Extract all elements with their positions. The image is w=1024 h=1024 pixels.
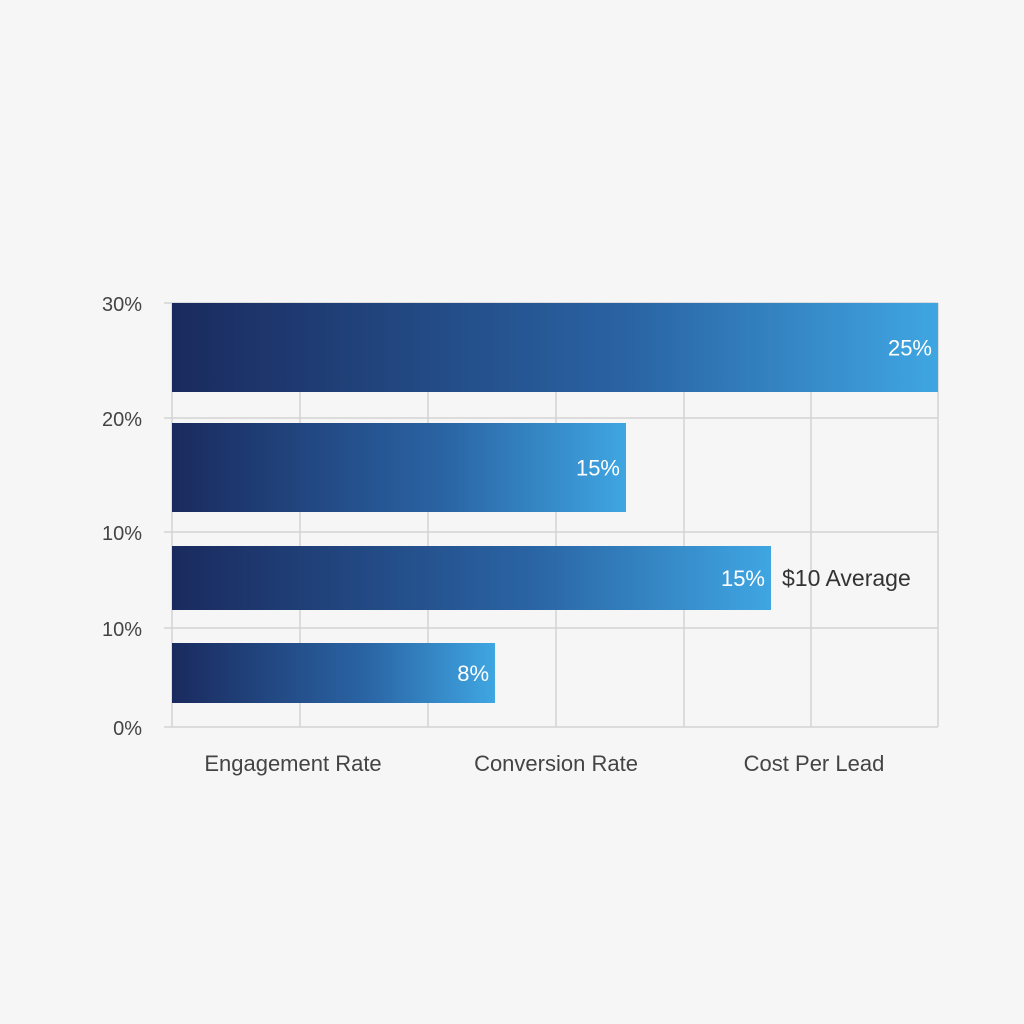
category-label: Engagement Rate: [204, 751, 381, 776]
category-label: Cost Per Lead: [744, 751, 885, 776]
bar-value-label: 15%: [721, 566, 765, 591]
bar-value-label: 25%: [888, 336, 932, 361]
bar: [172, 643, 495, 703]
bar-value-label: 15%: [576, 456, 620, 481]
bar-value-label: 8%: [457, 661, 489, 686]
y-tick-label: 10%: [102, 619, 142, 641]
bars: 25% 15% 15% 8%: [172, 303, 938, 703]
y-axis: 30% 20% 10% 10% 0%: [102, 294, 142, 740]
x-axis: Engagement Rate Conversion Rate Cost Per…: [204, 751, 884, 776]
bar: [172, 303, 938, 392]
y-tick-label: 10%: [102, 523, 142, 545]
average-annotation: $10 Average: [782, 565, 911, 591]
category-label: Conversion Rate: [474, 751, 638, 776]
bar: [172, 423, 626, 512]
y-tick-label: 30%: [102, 294, 142, 316]
y-tick-label: 20%: [102, 409, 142, 431]
y-tick-label: 0%: [113, 718, 142, 740]
bar: [172, 546, 771, 610]
